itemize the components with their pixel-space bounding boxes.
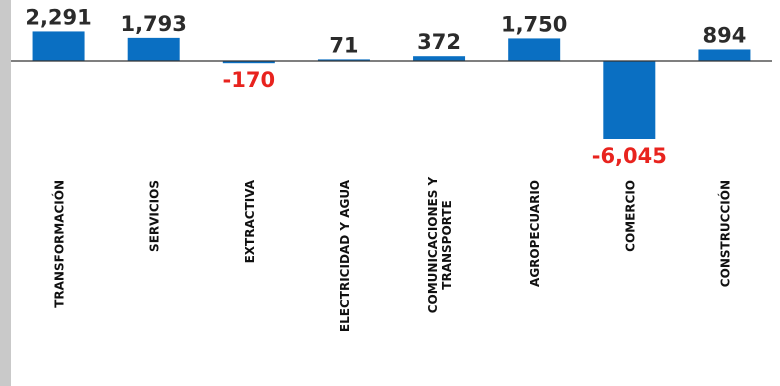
bars-layer <box>32 31 751 139</box>
value-label-electricidad-y-agua: 71 <box>329 33 358 57</box>
category-label-transformacion: TRANSFORMACIÓN <box>52 180 67 308</box>
left-edge-strip <box>0 0 11 386</box>
category-label-electricidad-y-agua: ELECTRICIDAD Y AGUA <box>338 179 352 332</box>
value-label-transformacion: 2,291 <box>25 5 91 29</box>
bar-agropecuario <box>508 38 561 61</box>
value-label-comercio: -6,045 <box>592 144 667 168</box>
bar-construccion <box>698 49 751 61</box>
value-labels-layer: 2,291 1,793 -170 71 372 1,750 -6,045 894 <box>25 5 746 168</box>
category-label-comunicaciones-y-transporte: COMUNICACIONES Y TRANSPORTE <box>426 176 454 313</box>
category-label-line: COMUNICACIONES Y <box>426 176 440 313</box>
bar-comunicaciones-y-transporte <box>413 56 466 61</box>
value-label-servicios: 1,793 <box>120 12 186 36</box>
category-label-line: SERVICIOS <box>148 180 162 252</box>
category-label-construccion: CONSTRUCCIÓN <box>717 180 732 287</box>
bar-extractiva <box>222 61 275 64</box>
bar-servicios <box>127 37 180 61</box>
category-label-line: ELECTRICIDAD Y AGUA <box>338 179 352 332</box>
category-label-line: TRANSFORMACIÓN <box>52 180 67 308</box>
value-label-construccion: 894 <box>703 23 747 47</box>
category-label-line: EXTRACTIVA <box>243 179 257 263</box>
category-label-servicios: SERVICIOS <box>148 180 162 252</box>
category-labels-layer: TRANSFORMACIÓN SERVICIOS EXTRACTIVA ELECTRI… <box>52 176 733 332</box>
bar-comercio <box>603 61 656 139</box>
category-label-line: TRANSPORTE <box>440 200 454 289</box>
value-label-extractiva: -170 <box>223 68 276 92</box>
category-label-comercio: COMERCIO <box>623 180 637 252</box>
category-label-line: COMERCIO <box>623 180 637 252</box>
category-label-line: AGROPECUARIO <box>528 180 542 287</box>
bar-electricidad-y-agua <box>317 59 370 61</box>
category-label-extractiva: EXTRACTIVA <box>243 179 257 263</box>
bar-transformacion <box>32 31 85 61</box>
category-label-line: CONSTRUCCIÓN <box>717 180 732 287</box>
category-label-agropecuario: AGROPECUARIO <box>528 180 542 287</box>
value-label-agropecuario: 1,750 <box>501 12 567 36</box>
value-label-comunicaciones-y-transporte: 372 <box>417 30 461 54</box>
